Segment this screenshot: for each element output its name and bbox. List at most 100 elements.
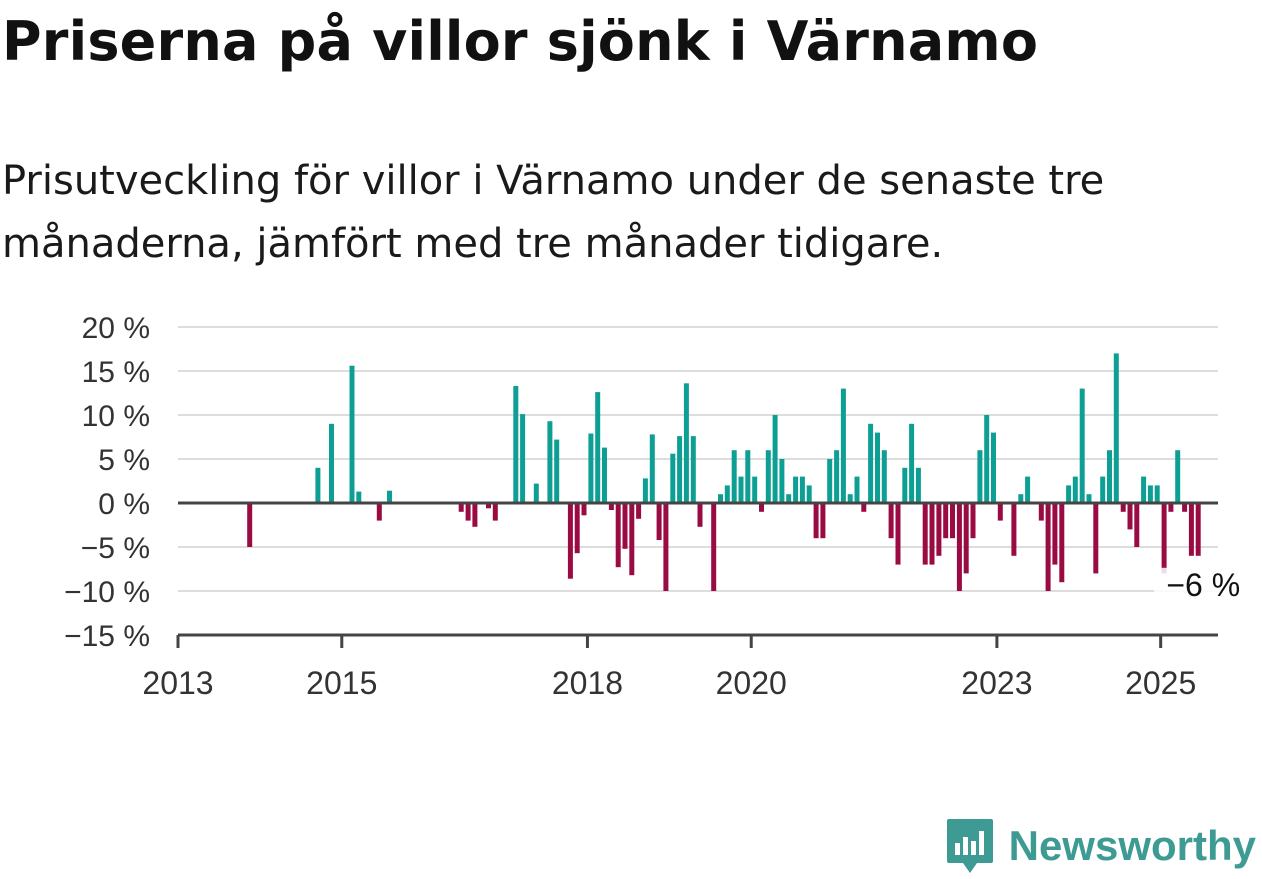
bar <box>547 421 553 503</box>
bar <box>1154 485 1160 503</box>
end-value-label: −6 % <box>1166 567 1240 603</box>
end-value-label-bg <box>1154 567 1245 604</box>
bar <box>656 503 662 540</box>
end-value-label-group: −6 % <box>1154 567 1245 604</box>
bar <box>977 450 983 503</box>
bar <box>602 447 607 503</box>
bar <box>718 494 723 503</box>
bar <box>622 503 628 549</box>
bar <box>520 414 526 503</box>
bar <box>697 503 703 527</box>
bar <box>827 459 833 503</box>
price-change-bar-chart: 20 %15 %10 %5 %0 %−5 %−10 %−15 % 2013 201… <box>64 312 1245 701</box>
bar <box>1079 388 1085 503</box>
y-axis-ticks: 20 % 15 % 10 % 5 % 0 % −5 % −10 % −15 % <box>64 312 150 653</box>
y-tick-label: 0 % <box>98 488 150 521</box>
bar <box>875 432 880 503</box>
bar <box>554 439 560 503</box>
bar <box>608 503 614 510</box>
bar <box>799 476 805 503</box>
bar <box>1025 476 1031 503</box>
chart-subtitle: Prisutveckling för villor i Värnamo unde… <box>2 158 1105 267</box>
bar <box>888 503 894 539</box>
bar <box>847 494 853 503</box>
bar <box>574 503 580 554</box>
bar <box>1182 503 1188 512</box>
bar <box>738 476 744 503</box>
bar <box>1018 494 1024 503</box>
bar <box>458 503 464 512</box>
bar <box>950 503 955 539</box>
bar <box>465 503 471 521</box>
bar <box>356 491 362 503</box>
bar <box>1093 503 1099 574</box>
bar <box>745 450 751 503</box>
bar <box>1045 503 1051 591</box>
x-axis-ticks: 2013 2015 2018 2020 2023 2025 <box>142 635 1196 701</box>
bar <box>376 503 382 521</box>
bar <box>1168 503 1174 512</box>
bar <box>793 476 799 503</box>
bar <box>615 503 621 568</box>
bar <box>1100 476 1106 503</box>
bar <box>649 434 655 503</box>
bar <box>834 450 840 503</box>
bar <box>492 503 498 521</box>
x-tick-label: 2015 <box>306 665 377 701</box>
bar <box>991 432 996 503</box>
bar <box>772 415 778 503</box>
bar <box>1175 450 1181 503</box>
bar <box>1072 476 1078 503</box>
bar <box>1066 485 1072 503</box>
newsworthy-brand[interactable]: Newsworthy <box>945 817 1256 875</box>
bar <box>963 503 969 574</box>
bar <box>315 467 321 503</box>
chart-title: Priserna på villor sjönk i Värnamo <box>2 10 1039 73</box>
y-tick-label: −5 % <box>81 532 150 565</box>
y-tick-label: 10 % <box>82 400 150 433</box>
newsworthy-logo-icon <box>946 819 993 873</box>
bar <box>943 503 949 539</box>
bar <box>970 503 976 539</box>
bar <box>533 483 539 503</box>
bar <box>868 423 874 503</box>
x-tick-label: 2025 <box>1125 665 1196 701</box>
bar <box>881 450 887 503</box>
x-tick-label: 2023 <box>961 665 1032 701</box>
bar <box>1188 503 1194 556</box>
bar <box>690 436 696 503</box>
x-tick-label: 2018 <box>552 665 623 701</box>
bar <box>711 503 717 591</box>
bar <box>1011 503 1017 556</box>
bar <box>956 503 962 591</box>
bar <box>486 503 491 509</box>
bar <box>1141 476 1147 503</box>
bar <box>731 450 737 503</box>
bar <box>349 365 355 503</box>
brand-name: Newsworthy <box>1008 822 1256 869</box>
bar <box>929 503 935 565</box>
bar <box>909 423 915 503</box>
bar <box>1113 353 1119 503</box>
bar <box>984 415 990 503</box>
bar <box>997 503 1003 521</box>
bar <box>1086 494 1092 503</box>
bar <box>936 503 942 556</box>
bar <box>387 490 392 503</box>
bar <box>1147 485 1153 503</box>
bar <box>1107 450 1112 503</box>
y-tick-label: 15 % <box>82 356 150 389</box>
bar <box>922 503 928 565</box>
y-tick-label: 20 % <box>82 312 150 345</box>
bar <box>861 503 867 512</box>
bar <box>765 450 771 503</box>
bar <box>902 467 908 503</box>
bar <box>642 478 648 503</box>
bar <box>1127 503 1133 530</box>
bar <box>629 503 635 576</box>
bar <box>915 467 921 503</box>
bar <box>813 503 819 539</box>
bar <box>786 494 792 503</box>
y-tick-label: −15 % <box>64 620 150 653</box>
x-tick-label: 2020 <box>716 665 787 701</box>
